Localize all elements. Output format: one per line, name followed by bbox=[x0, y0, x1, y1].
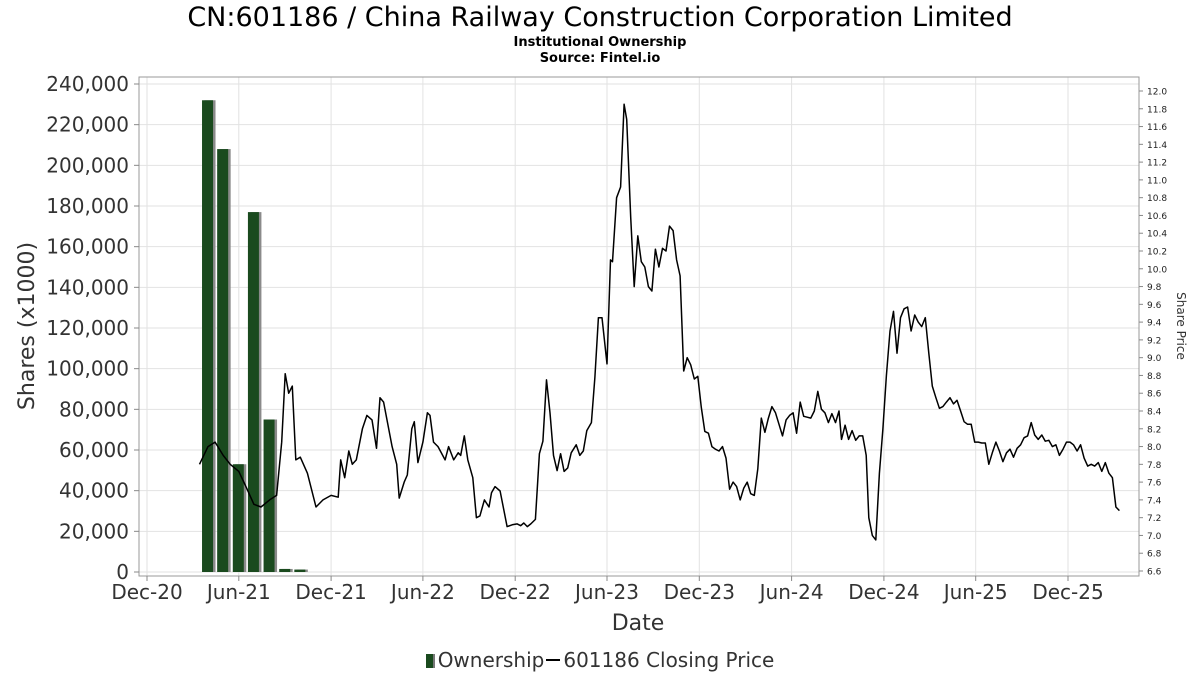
y-axis-left: 0 20,000 40,000 60,000 80,000 100,000 120,000 1… bbox=[46, 72, 139, 584]
x-tick-label: Jun-21 bbox=[205, 580, 271, 604]
y-axis-left-label: Shares (x1000) bbox=[15, 242, 40, 410]
gridlines bbox=[139, 77, 1139, 576]
y-right-tick-label: 7.4 bbox=[1147, 496, 1162, 506]
y-right-tick-label: 9.8 bbox=[1147, 283, 1162, 293]
y-right-tick-label: 6.8 bbox=[1147, 550, 1162, 560]
price-line-group bbox=[198, 103, 1120, 541]
y-right-tick-label: 8.6 bbox=[1147, 390, 1162, 400]
y-left-tick-label: 220,000 bbox=[46, 113, 129, 137]
y-right-tick-label: 9.4 bbox=[1147, 319, 1162, 329]
y-right-tick-label: 9.0 bbox=[1147, 354, 1162, 364]
ownership-bar bbox=[247, 212, 259, 572]
x-axis: Dec-20 Jun-21 Dec-21 Jun-22 Dec-22 Jun-23 Dec-… bbox=[111, 576, 1104, 604]
y-left-tick-label: 120,000 bbox=[46, 316, 129, 340]
legend-price-label: 601186 Closing Price bbox=[563, 648, 775, 672]
y-left-tick-label: 100,000 bbox=[46, 357, 129, 381]
legend-price-swatch bbox=[546, 659, 561, 661]
y-right-tick-label: 8.4 bbox=[1147, 408, 1162, 418]
y-left-tick-label: 180,000 bbox=[46, 194, 129, 218]
y-left-tick-label: 240,000 bbox=[46, 72, 129, 96]
y-right-tick-label: 9.6 bbox=[1147, 301, 1162, 311]
legend-ownership-swatch bbox=[425, 654, 435, 668]
ownership-bar bbox=[217, 149, 229, 573]
x-tick-label: Dec-25 bbox=[1032, 580, 1103, 604]
y-right-tick-label: 9.2 bbox=[1147, 336, 1161, 346]
ownership-bar bbox=[232, 464, 244, 572]
y-right-tick-label: 7.6 bbox=[1147, 479, 1162, 489]
y-right-tick-label: 8.2 bbox=[1147, 425, 1161, 435]
y-right-tick-label: 8.8 bbox=[1147, 372, 1162, 382]
chart-subtitle-line-2: Source: Fintel.io bbox=[539, 51, 661, 66]
y-axis-right-label: Share Price bbox=[1174, 292, 1188, 360]
y-right-tick-label: 10.0 bbox=[1147, 265, 1167, 275]
x-tick-label: Dec-23 bbox=[664, 580, 735, 604]
y-right-tick-label: 7.2 bbox=[1147, 514, 1161, 524]
x-tick-label: Dec-22 bbox=[480, 580, 551, 604]
y-axis-right: 6.6 6.8 7.0 7.2 7.4 7.6 7.8 8.0 8.2 8.4 8.6 8.8 9.0 9… bbox=[1139, 88, 1167, 578]
y-left-tick-label: 160,000 bbox=[46, 235, 129, 259]
y-right-tick-label: 7.8 bbox=[1147, 461, 1162, 471]
y-left-tick-label: 200,000 bbox=[46, 153, 129, 177]
chart-title: CN:601186 / China Railway Construction C… bbox=[187, 2, 1013, 33]
x-axis-label: Date bbox=[612, 611, 665, 636]
price-line bbox=[198, 103, 1120, 541]
y-right-tick-label: 10.8 bbox=[1147, 194, 1167, 204]
y-left-tick-label: 20,000 bbox=[59, 519, 129, 543]
y-right-tick-label: 6.6 bbox=[1147, 568, 1162, 578]
y-right-tick-label: 8.0 bbox=[1147, 443, 1162, 453]
y-right-tick-label: 11.4 bbox=[1147, 141, 1167, 151]
y-left-tick-label: 40,000 bbox=[59, 479, 129, 503]
plot-area-frame bbox=[138, 76, 1140, 577]
x-tick-label: Jun-24 bbox=[758, 580, 824, 604]
y-right-tick-label: 7.0 bbox=[1147, 532, 1162, 542]
x-tick-label: Dec-21 bbox=[295, 580, 366, 604]
y-right-tick-label: 11.8 bbox=[1147, 105, 1167, 115]
y-right-tick-label: 11.0 bbox=[1147, 176, 1167, 186]
legend: Ownership 601186 Closing Price bbox=[0, 648, 1200, 672]
y-right-tick-label: 12.0 bbox=[1147, 88, 1167, 98]
chart-subtitle-line-1: Institutional Ownership bbox=[513, 35, 687, 50]
x-tick-label: Jun-25 bbox=[942, 580, 1008, 604]
y-right-tick-label: 10.2 bbox=[1147, 248, 1167, 258]
y-right-tick-label: 11.6 bbox=[1147, 123, 1167, 133]
x-tick-label: Dec-20 bbox=[111, 580, 182, 604]
y-left-tick-label: 60,000 bbox=[59, 438, 129, 462]
ownership-bar bbox=[294, 569, 306, 572]
legend-ownership-label: Ownership bbox=[437, 648, 545, 672]
y-left-tick-label: 0 bbox=[116, 560, 129, 584]
ownership-bar bbox=[202, 100, 214, 573]
ownership-bars bbox=[202, 100, 308, 573]
y-right-tick-label: 10.6 bbox=[1147, 212, 1167, 222]
y-left-tick-label: 140,000 bbox=[46, 275, 129, 299]
x-tick-label: Jun-22 bbox=[389, 580, 455, 604]
y-right-tick-label: 11.2 bbox=[1147, 159, 1167, 169]
y-right-tick-label: 10.4 bbox=[1147, 230, 1167, 240]
y-left-tick-label: 80,000 bbox=[59, 397, 129, 421]
x-tick-label: Jun-23 bbox=[573, 580, 639, 604]
ownership-bar bbox=[263, 419, 275, 572]
ownership-bar bbox=[279, 568, 291, 572]
x-tick-label: Dec-24 bbox=[848, 580, 919, 604]
